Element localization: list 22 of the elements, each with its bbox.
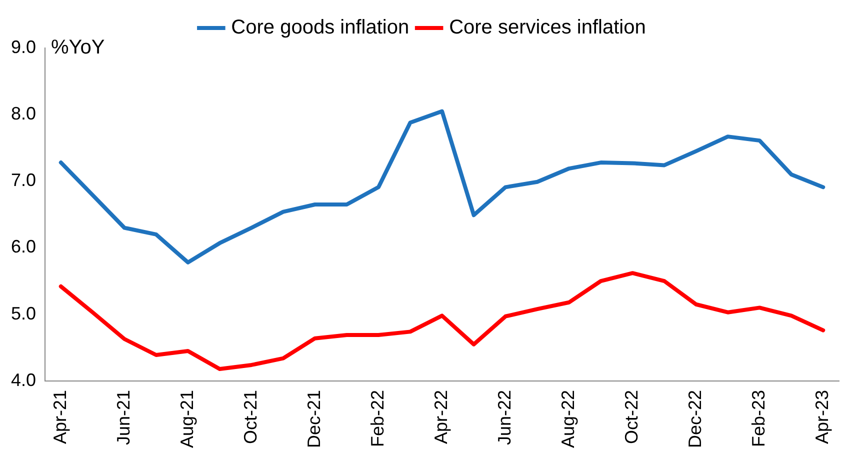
y-tick-label: 9.0	[10, 36, 36, 57]
x-tick-label: Apr-23	[812, 390, 832, 444]
x-tick-label: Apr-22	[430, 390, 451, 444]
legend-label: Core goods inflation	[231, 16, 410, 39]
x-tick-label: Dec-22	[685, 390, 706, 448]
y-tick-label: 5.0	[10, 303, 36, 324]
x-tick-label: Jun-21	[113, 390, 134, 446]
x-tick-label: Feb-23	[748, 390, 769, 448]
x-tick-label: Aug-22	[558, 390, 578, 448]
x-tick-label: Feb-22	[367, 390, 388, 448]
y-axis-title: %YoY	[51, 36, 105, 59]
y-tick-label: 6.0	[10, 236, 36, 257]
x-tick-label: Oct-21	[240, 390, 260, 444]
x-tick-label: Dec-21	[304, 390, 324, 448]
x-tick-label: Aug-21	[176, 390, 197, 448]
y-tick-label: 8.0	[10, 104, 36, 124]
y-tick-label: 4.0	[10, 370, 36, 390]
legend-label: Core services inflation	[449, 16, 646, 39]
x-tick-label: Apr-21	[50, 390, 70, 444]
x-tick-label: Jun-22	[494, 390, 514, 446]
x-tick-label: Oct-22	[622, 390, 642, 444]
y-tick-label: 7.0	[10, 170, 36, 190]
